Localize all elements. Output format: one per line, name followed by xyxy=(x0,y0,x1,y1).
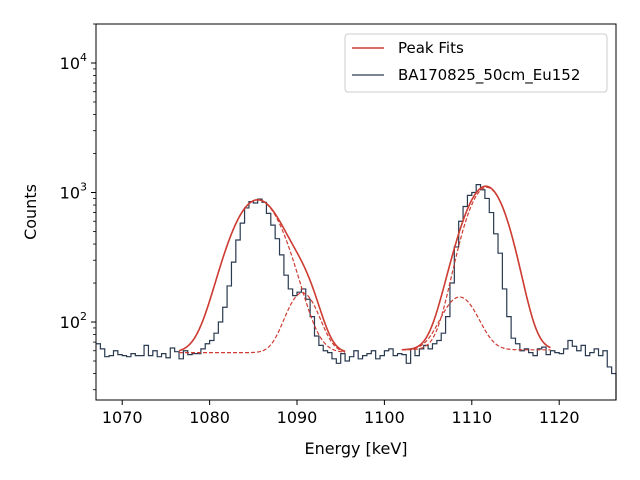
peak-fit-total xyxy=(401,185,551,351)
plot-frame xyxy=(95,23,617,401)
y-tick-label: 102 xyxy=(60,310,87,332)
peak-fit-component xyxy=(179,292,346,354)
x-tick-label: 1070 xyxy=(102,408,143,427)
x-tick-label: 1090 xyxy=(277,408,318,427)
y-axis-label: Counts xyxy=(21,184,40,240)
spectrum-line xyxy=(96,184,617,400)
x-tick-label: 1120 xyxy=(539,408,580,427)
y-tick-label: 103 xyxy=(60,181,87,203)
fit-layer xyxy=(178,185,551,354)
x-tick-label: 1080 xyxy=(189,408,230,427)
legend-label-peak-fits: Peak Fits xyxy=(398,39,464,57)
y-axis: 102 103 104 xyxy=(60,23,96,391)
y-tick-label: 104 xyxy=(60,51,87,73)
spectrum-layer xyxy=(96,184,617,400)
x-axis-label: Energy [keV] xyxy=(304,439,407,458)
x-tick-label: 1100 xyxy=(364,408,405,427)
peak-fit-component xyxy=(401,296,551,351)
legend-label-spectrum: BA170825_50cm_Eu152 xyxy=(398,66,580,85)
x-tick-label: 1110 xyxy=(451,408,492,427)
peak-fit-total xyxy=(178,198,346,352)
x-axis: 1070 1080 1090 1100 1110 1120 xyxy=(102,400,580,427)
legend: Peak Fits BA170825_50cm_Eu152 xyxy=(344,33,608,93)
legend-box xyxy=(344,33,608,93)
